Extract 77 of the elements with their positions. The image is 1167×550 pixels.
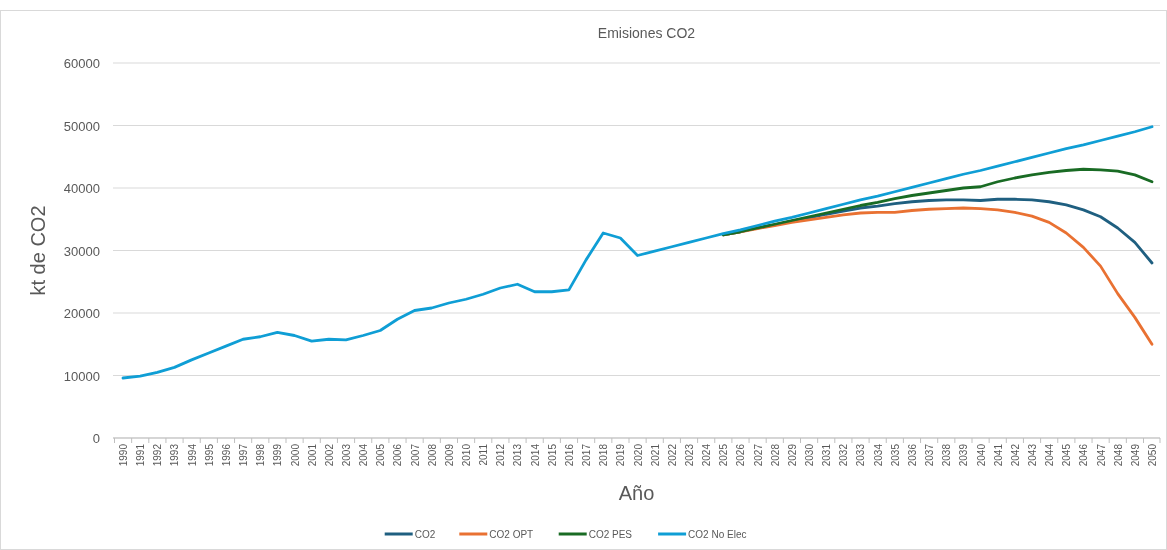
x-tick-label: 1990 xyxy=(118,443,129,467)
x-tick-label: 2006 xyxy=(392,443,404,467)
x-tick-label: 2015 xyxy=(546,443,558,467)
x-tick-label: 2049 xyxy=(1129,443,1141,467)
x-tick-label: 2019 xyxy=(615,443,627,467)
x-tick-label: 2005 xyxy=(375,443,387,467)
y-axis-title: kt de CO2 xyxy=(27,205,49,296)
x-tick-label: 2031 xyxy=(821,443,833,467)
x-tick-label: 2021 xyxy=(649,443,661,467)
x-tick-label: 2030 xyxy=(804,443,815,467)
x-tick-label: 2039 xyxy=(958,443,970,467)
x-tick-label: 2043 xyxy=(1026,443,1038,467)
y-tick-label: 10000 xyxy=(63,368,100,384)
x-tick-label: 2035 xyxy=(889,443,901,467)
x-tick-label: 2025 xyxy=(718,443,730,467)
x-tick-label: 2048 xyxy=(1112,443,1124,467)
x-tick-label: 2017 xyxy=(581,443,593,467)
legend-label: CO2 PES xyxy=(588,529,633,540)
x-tick-label: 2007 xyxy=(409,443,421,467)
x-tick-label: 2044 xyxy=(1044,443,1056,467)
x-tick-label: 1991 xyxy=(135,443,147,467)
x-tick-label: 2045 xyxy=(1061,443,1073,467)
x-tick-label: 1995 xyxy=(203,443,215,467)
x-tick-label: 2040 xyxy=(975,443,987,467)
y-tick-label: 50000 xyxy=(63,118,100,134)
x-tick-label: 1997 xyxy=(238,443,250,467)
line-series xyxy=(121,125,1154,380)
x-axis-title: Año xyxy=(618,482,655,504)
legend-label: CO2 xyxy=(414,529,436,540)
x-tick-label: 2010 xyxy=(461,443,472,467)
x-tick-label: 2009 xyxy=(443,443,455,467)
y-tick-label: 0 xyxy=(92,431,100,446)
x-tick-label: 2023 xyxy=(683,443,695,467)
x-tick-label: 1994 xyxy=(186,443,198,467)
x-tick-label: 2001 xyxy=(306,443,318,467)
x-tick-label: 2016 xyxy=(563,443,575,467)
x-tick-label: 2027 xyxy=(752,443,764,467)
x-tick-label: 2014 xyxy=(529,443,541,467)
x-tick-label: 2026 xyxy=(735,443,747,467)
x-tick-label: 2003 xyxy=(340,443,352,467)
line-series xyxy=(721,167,1154,237)
x-tick-label: 2036 xyxy=(906,443,918,467)
x-tick-label: 2034 xyxy=(872,443,884,467)
x-tick-label: 2011 xyxy=(478,443,490,466)
x-tick-label: 2033 xyxy=(855,443,867,467)
chart-title: Emisiones CO2 xyxy=(597,25,696,41)
x-tick-label: 2008 xyxy=(426,443,438,467)
x-tick-label: 2038 xyxy=(941,443,953,467)
x-tick-label: 1993 xyxy=(169,443,181,467)
x-tick-label: 2022 xyxy=(666,443,678,467)
x-tick-label: 2029 xyxy=(786,443,798,467)
x-tick-label: 2037 xyxy=(924,443,936,467)
x-tick-label: 2028 xyxy=(769,443,781,467)
x-tick-label: 1999 xyxy=(272,443,284,467)
x-tick-label: 2050 xyxy=(1147,443,1158,467)
x-tick-label: 1992 xyxy=(152,443,164,467)
x-tick-label: 1998 xyxy=(255,443,267,467)
x-tick-label: 2013 xyxy=(512,443,524,467)
x-tick-label: 2041 xyxy=(992,443,1004,467)
x-tick-label: 2047 xyxy=(1095,443,1107,467)
x-tick-label: 2000 xyxy=(289,443,301,467)
x-tick-label: 1996 xyxy=(220,443,232,467)
legend-label: CO2 OPT xyxy=(489,529,534,540)
x-tick-label: 2032 xyxy=(838,443,850,467)
y-tick-label: 20000 xyxy=(63,306,100,321)
x-tick-label: 2046 xyxy=(1078,443,1090,467)
legend-label: CO2 No Elec xyxy=(688,529,747,540)
x-tick-label: 2004 xyxy=(358,443,370,467)
x-tick-label: 2024 xyxy=(701,443,713,467)
x-tick-label: 2042 xyxy=(1009,443,1021,467)
x-tick-label: 2012 xyxy=(495,443,507,467)
y-tick-label: 60000 xyxy=(63,56,100,71)
y-tick-label: 30000 xyxy=(63,243,100,259)
x-tick-label: 2020 xyxy=(632,443,644,467)
x-tick-label: 2002 xyxy=(323,443,335,467)
x-tick-label: 2018 xyxy=(598,443,610,467)
y-tick-label: 40000 xyxy=(63,181,100,196)
